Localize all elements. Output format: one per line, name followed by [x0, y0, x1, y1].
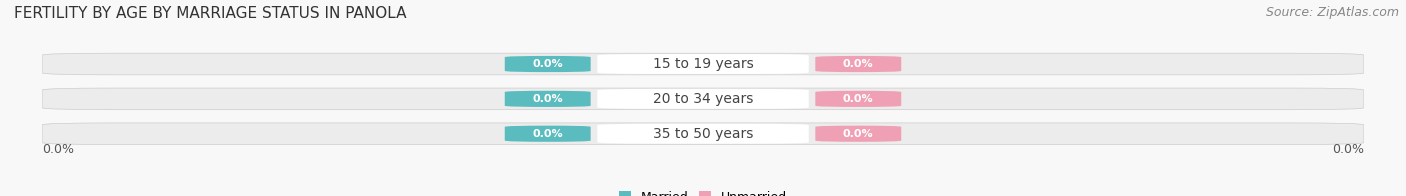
Text: 0.0%: 0.0%: [1331, 143, 1364, 156]
Text: 0.0%: 0.0%: [844, 59, 873, 69]
FancyBboxPatch shape: [505, 91, 591, 107]
FancyBboxPatch shape: [598, 124, 808, 144]
FancyBboxPatch shape: [505, 56, 591, 72]
FancyBboxPatch shape: [42, 123, 1364, 144]
Text: 0.0%: 0.0%: [533, 94, 562, 104]
Text: 0.0%: 0.0%: [42, 143, 75, 156]
Text: FERTILITY BY AGE BY MARRIAGE STATUS IN PANOLA: FERTILITY BY AGE BY MARRIAGE STATUS IN P…: [14, 6, 406, 21]
Text: Source: ZipAtlas.com: Source: ZipAtlas.com: [1265, 6, 1399, 19]
FancyBboxPatch shape: [505, 126, 591, 142]
FancyBboxPatch shape: [598, 89, 808, 109]
Text: 0.0%: 0.0%: [533, 59, 562, 69]
FancyBboxPatch shape: [815, 91, 901, 107]
FancyBboxPatch shape: [42, 88, 1364, 110]
FancyBboxPatch shape: [42, 53, 1364, 75]
Text: 0.0%: 0.0%: [844, 129, 873, 139]
FancyBboxPatch shape: [815, 126, 901, 142]
Text: 35 to 50 years: 35 to 50 years: [652, 127, 754, 141]
Text: 0.0%: 0.0%: [844, 94, 873, 104]
Legend: Married, Unmarried: Married, Unmarried: [619, 191, 787, 196]
Text: 0.0%: 0.0%: [533, 129, 562, 139]
Text: 15 to 19 years: 15 to 19 years: [652, 57, 754, 71]
FancyBboxPatch shape: [815, 56, 901, 72]
FancyBboxPatch shape: [598, 54, 808, 74]
Text: 20 to 34 years: 20 to 34 years: [652, 92, 754, 106]
